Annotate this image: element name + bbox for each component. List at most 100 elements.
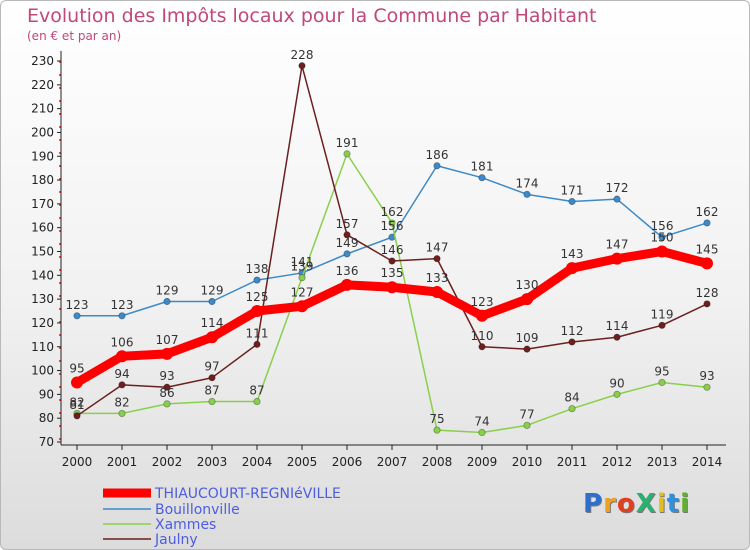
data-label: 112 [561, 324, 584, 338]
data-label: 191 [336, 136, 359, 150]
legend-label: Bouillonville [155, 502, 240, 518]
x-tick-label: 2008 [422, 455, 453, 469]
data-label: 145 [696, 242, 719, 256]
data-point [658, 378, 666, 387]
data-label: 129 [201, 284, 224, 298]
data-label: 123 [111, 298, 134, 312]
x-tick-label: 2003 [197, 455, 228, 469]
data-point [478, 343, 486, 351]
data-label: 162 [696, 205, 719, 219]
data-label: 135 [381, 266, 404, 280]
data-point [701, 257, 713, 270]
x-tick-label: 2001 [107, 455, 138, 469]
data-point [341, 278, 353, 291]
data-label: 94 [114, 367, 129, 381]
data-label: 86 [159, 386, 174, 400]
data-point [613, 390, 621, 398]
data-point [568, 197, 576, 206]
y-tick-label: 140 [31, 268, 54, 282]
y-tick-label: 90 [39, 387, 54, 401]
data-point [658, 321, 666, 329]
data-label: 77 [519, 407, 534, 421]
y-tick-label: 130 [31, 292, 54, 306]
data-label: 74 [474, 414, 489, 428]
data-point [298, 62, 306, 70]
data-label: 174 [516, 176, 539, 190]
data-label: 138 [246, 262, 269, 276]
data-label: 81 [69, 398, 84, 412]
x-tick-label: 2009 [467, 455, 498, 469]
data-point [656, 245, 668, 258]
data-label: 147 [606, 238, 629, 252]
data-label: 186 [426, 148, 449, 162]
y-tick-label: 210 [31, 102, 54, 116]
data-point [296, 300, 308, 313]
data-point [343, 231, 351, 239]
y-tick-label: 170 [31, 197, 54, 211]
data-point [523, 345, 531, 353]
data-label: 156 [381, 219, 404, 233]
y-tick-label: 110 [31, 340, 54, 354]
data-point [163, 400, 171, 408]
x-tick-label: 2007 [377, 455, 408, 469]
data-label: 84 [564, 391, 579, 405]
data-point [253, 397, 261, 406]
y-tick-label: 120 [31, 316, 54, 330]
data-point [613, 195, 621, 203]
data-point [343, 250, 351, 258]
data-label: 127 [291, 285, 314, 299]
data-label: 93 [699, 369, 714, 383]
data-label: 157 [336, 217, 359, 231]
y-tick-label: 190 [31, 149, 54, 163]
data-label: 129 [156, 284, 179, 298]
proxiti-logo: ProXiti [583, 489, 691, 519]
data-point [206, 331, 218, 344]
data-point [613, 333, 621, 341]
data-point [658, 233, 666, 241]
data-label: 82 [114, 395, 129, 409]
data-point [386, 281, 398, 294]
data-label: 95 [654, 364, 669, 378]
data-point [73, 412, 81, 420]
data-point [703, 383, 711, 391]
data-point [703, 300, 711, 308]
data-label: 87 [249, 384, 264, 398]
data-label: 82 [69, 395, 84, 409]
x-tick-label: 2013 [647, 455, 678, 469]
data-point [298, 274, 306, 282]
data-label: 87 [204, 384, 219, 398]
y-tick-label: 180 [31, 173, 54, 187]
data-label: 75 [429, 412, 444, 426]
data-point [251, 305, 263, 318]
data-label: 125 [246, 290, 269, 304]
data-label: 97 [204, 360, 219, 374]
data-point [118, 381, 126, 389]
data-point [208, 374, 216, 382]
data-label: 106 [111, 335, 134, 349]
data-point [253, 276, 261, 284]
data-label: 90 [609, 376, 624, 390]
data-point [118, 312, 126, 320]
data-label: 172 [606, 181, 629, 195]
data-label: 93 [159, 369, 174, 383]
data-point [478, 174, 486, 182]
data-point [388, 219, 396, 227]
data-label: 139 [291, 260, 314, 274]
data-point [388, 257, 396, 265]
data-label: 109 [516, 331, 539, 345]
data-point [521, 293, 533, 306]
legend-label: THIAUCOURT-REGNIéVILLE [154, 486, 341, 502]
x-tick-label: 2004 [242, 455, 273, 469]
data-label: 119 [651, 307, 674, 321]
x-tick-label: 2006 [332, 455, 363, 469]
data-point [476, 309, 488, 322]
data-point [73, 312, 81, 320]
data-label: 141 [291, 255, 314, 269]
data-label: 143 [561, 247, 584, 261]
data-point [431, 285, 443, 298]
data-label: 123 [66, 298, 89, 312]
data-label: 95 [69, 361, 84, 375]
data-point [161, 347, 173, 360]
data-point [566, 262, 578, 275]
